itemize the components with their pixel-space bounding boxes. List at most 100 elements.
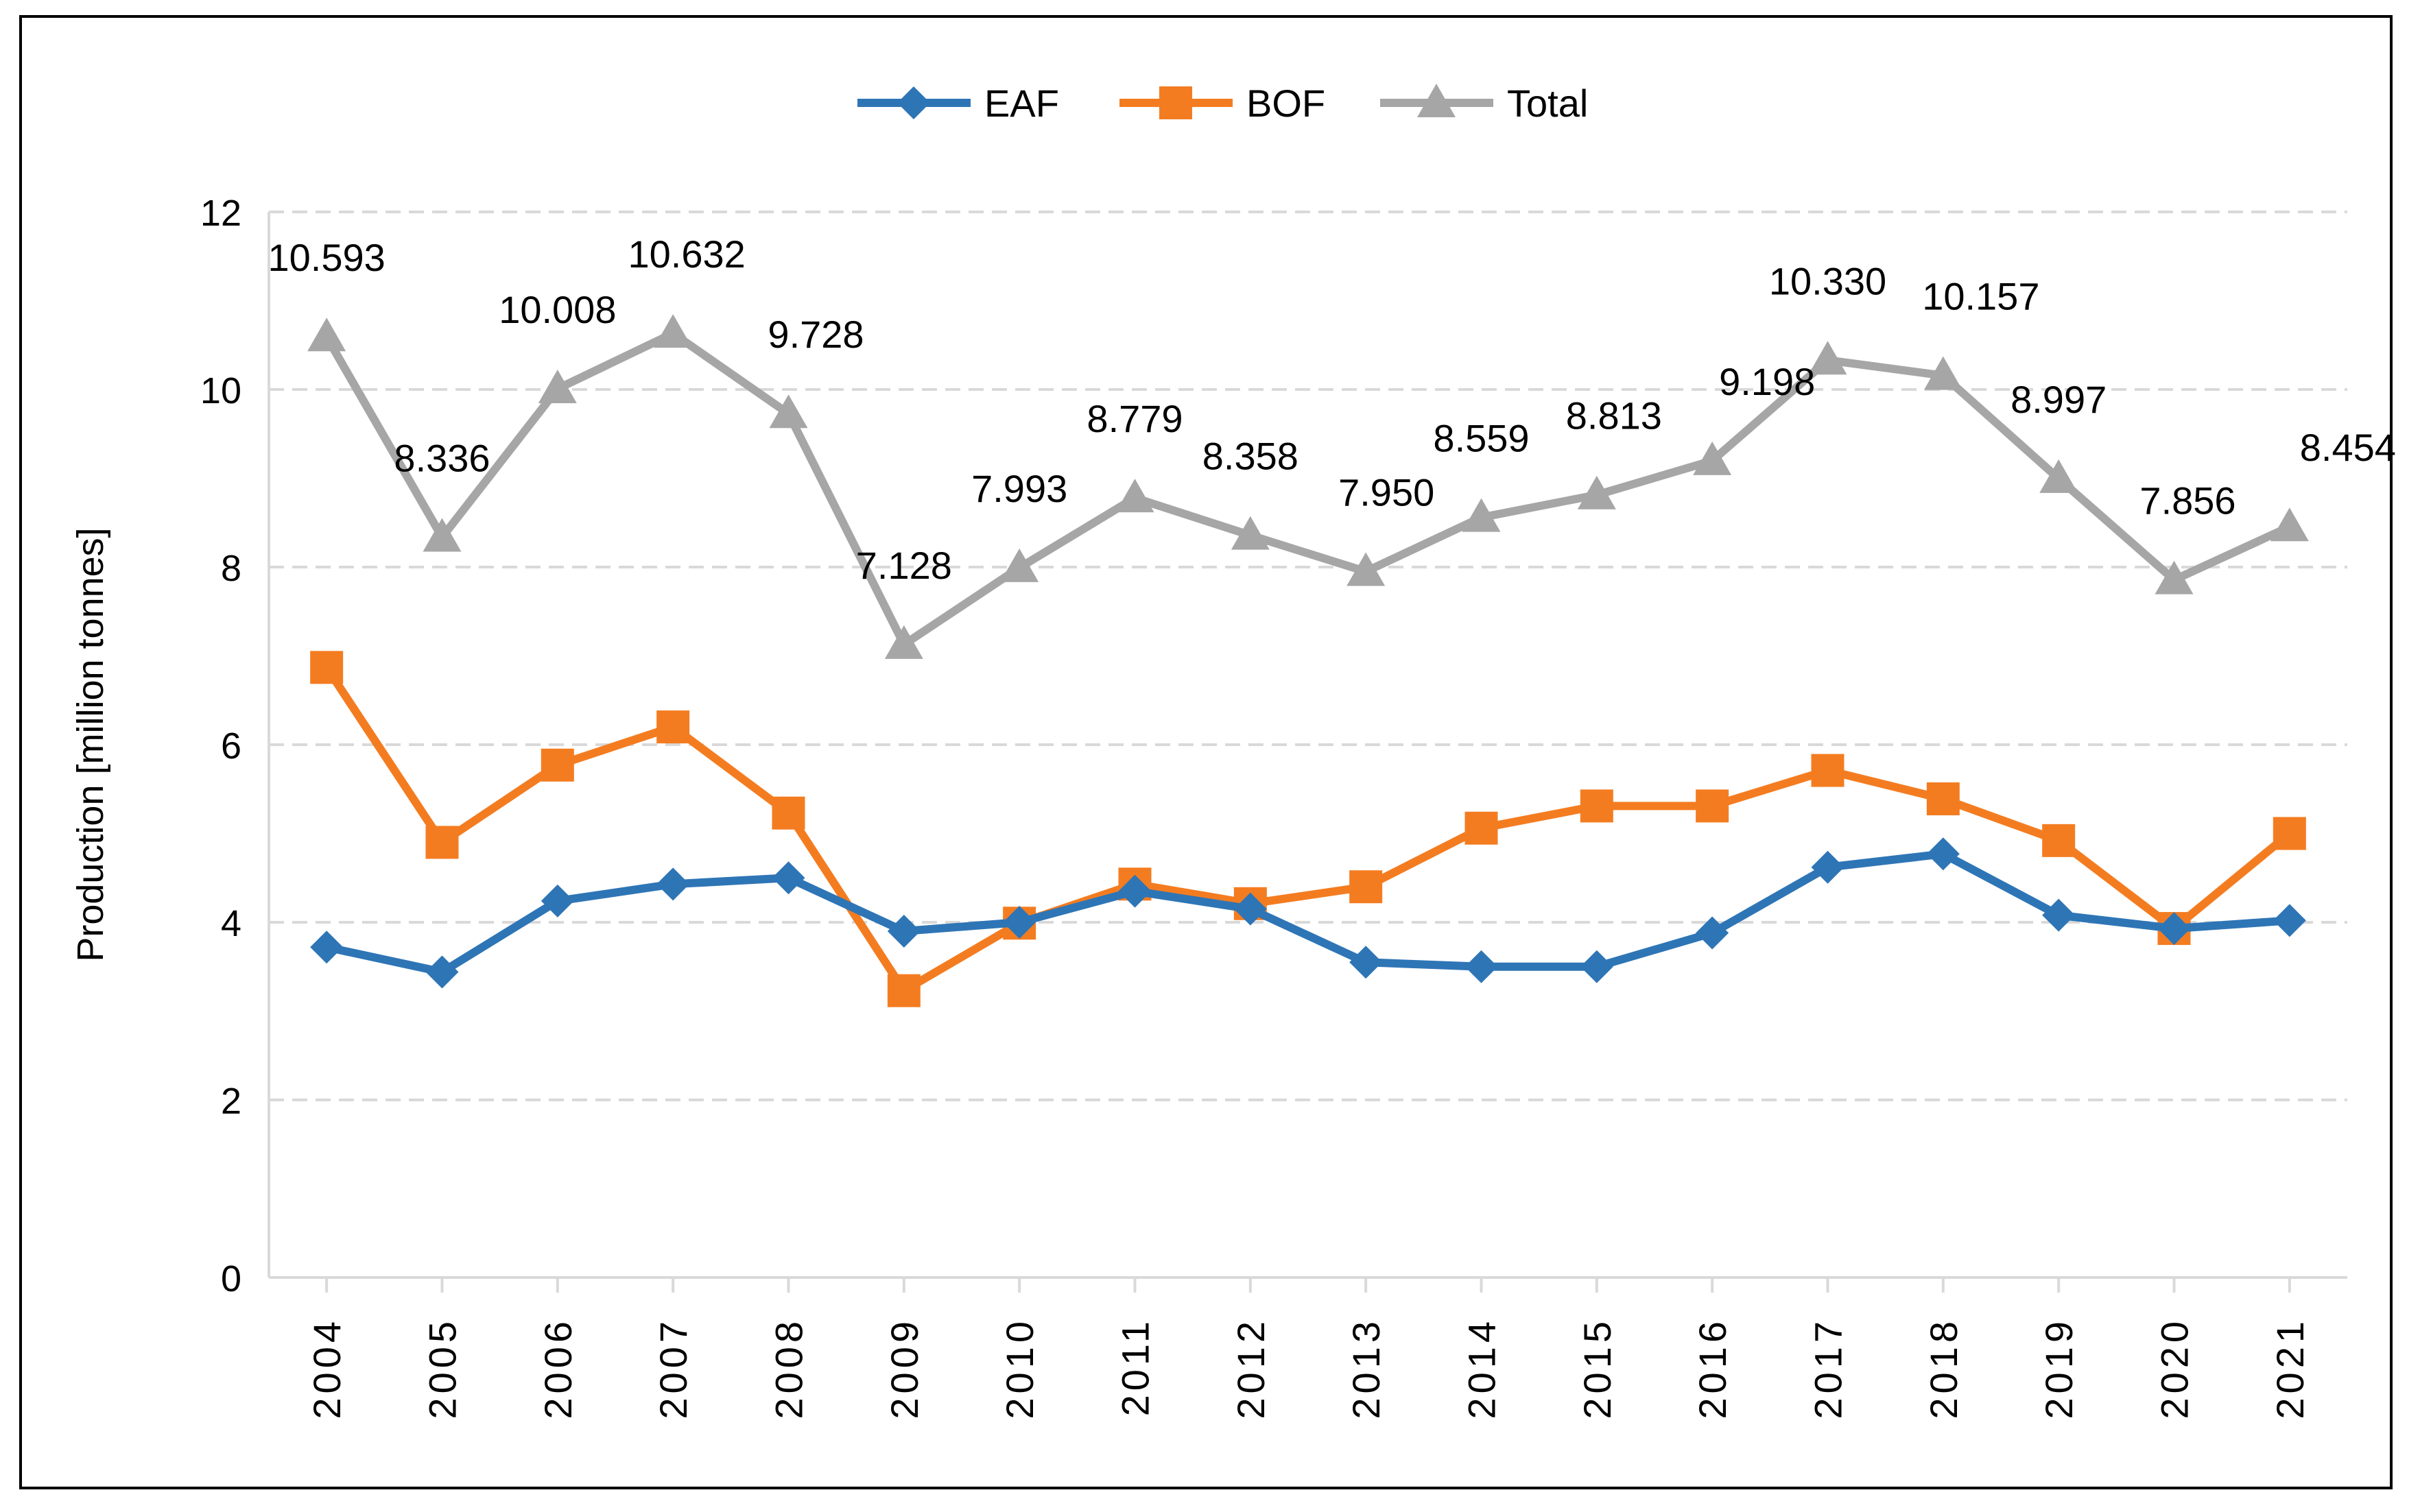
legend-marker-bof bbox=[1159, 86, 1192, 119]
x-tick-label: 2004 bbox=[305, 1317, 348, 1419]
bof-point bbox=[541, 748, 574, 782]
bof-line bbox=[322, 663, 2294, 995]
legend-marker-eaf bbox=[897, 86, 930, 119]
legend-label-bof: BOF bbox=[1246, 82, 1325, 125]
eaf-point bbox=[2157, 912, 2191, 946]
total-data-label: 10.008 bbox=[499, 288, 616, 331]
total-data-label: 10.157 bbox=[1922, 275, 2039, 318]
x-tick-label: 2005 bbox=[421, 1317, 464, 1419]
x-tick-label: 2016 bbox=[1691, 1317, 1734, 1419]
x-tick-label: 2015 bbox=[1576, 1317, 1619, 1419]
total-data-label: 7.950 bbox=[1338, 470, 1434, 514]
eaf-point bbox=[656, 867, 690, 901]
bof-point bbox=[887, 974, 921, 1007]
legend-item-total: Total bbox=[1380, 82, 1588, 125]
total-data-label: 8.997 bbox=[2010, 378, 2107, 421]
series-total bbox=[307, 314, 2309, 659]
data-labels: 10.593 8.336 10.008 10.632 9.728 7.128 7.993 8.… bbox=[268, 232, 2395, 587]
y-tick-label: 2 bbox=[221, 1081, 241, 1122]
eaf-point bbox=[1580, 950, 1613, 983]
x-tick-label: 2012 bbox=[1229, 1317, 1272, 1419]
x-tick-label: 2010 bbox=[998, 1317, 1041, 1419]
eaf-point bbox=[1926, 837, 1960, 871]
y-tick-label: 8 bbox=[221, 548, 241, 589]
x-tick-label: 2011 bbox=[1114, 1317, 1157, 1416]
total-data-label: 8.559 bbox=[1433, 417, 1529, 460]
total-point bbox=[1693, 441, 1732, 475]
legend-item-eaf: EAF bbox=[857, 82, 1059, 125]
legend-label-eaf: EAF bbox=[984, 82, 1059, 125]
total-data-label: 8.813 bbox=[1566, 394, 1662, 437]
x-tick-label: 2019 bbox=[2037, 1317, 2080, 1419]
bof-point bbox=[1926, 782, 1960, 815]
eaf-point bbox=[1696, 916, 1729, 950]
y-tick-labels: 0 2 4 6 8 10 12 bbox=[200, 193, 241, 1299]
eaf-point bbox=[1811, 850, 1844, 884]
y-tick-label: 6 bbox=[221, 725, 241, 767]
total-point bbox=[1231, 516, 1270, 550]
legend-label-total: Total bbox=[1507, 82, 1588, 125]
total-data-label: 8.454 bbox=[2300, 426, 2395, 469]
x-tick-label: 2009 bbox=[883, 1317, 926, 1419]
eaf-point bbox=[1233, 892, 1267, 926]
total-line bbox=[322, 329, 2294, 649]
eaf-point bbox=[2273, 904, 2306, 937]
total-point bbox=[423, 518, 462, 552]
eaf-point bbox=[887, 914, 921, 948]
total-point bbox=[884, 625, 923, 659]
bof-point bbox=[2273, 817, 2306, 850]
x-tick-label: 2014 bbox=[1460, 1317, 1504, 1419]
total-data-label: 7.856 bbox=[2139, 479, 2235, 523]
total-point bbox=[2039, 459, 2078, 493]
total-data-label: 8.336 bbox=[394, 436, 490, 479]
bof-point bbox=[425, 826, 459, 859]
total-point bbox=[2270, 507, 2309, 542]
y-tick-label: 12 bbox=[200, 193, 241, 234]
total-data-label: 9.198 bbox=[1719, 360, 1815, 403]
eaf-point bbox=[310, 931, 344, 964]
eaf-point bbox=[2042, 898, 2076, 932]
bof-point bbox=[1349, 870, 1383, 904]
eaf-point bbox=[1003, 906, 1036, 939]
total-point bbox=[1808, 341, 1847, 375]
bof-point bbox=[2042, 824, 2076, 857]
total-data-label: 10.330 bbox=[1769, 259, 1886, 302]
x-tick-label: 2006 bbox=[536, 1317, 580, 1419]
total-point bbox=[1347, 552, 1386, 586]
gridlines bbox=[269, 211, 2347, 1101]
total-data-label: 7.128 bbox=[856, 544, 952, 587]
bof-point bbox=[310, 651, 344, 684]
y-tick-label: 0 bbox=[221, 1258, 241, 1299]
total-point bbox=[307, 317, 346, 352]
legend: EAF BOF Total bbox=[857, 82, 1588, 125]
bof-point bbox=[1580, 789, 1613, 823]
total-data-label: 10.593 bbox=[268, 236, 385, 279]
total-point bbox=[654, 314, 693, 348]
total-data-label: 8.779 bbox=[1087, 397, 1183, 440]
total-point bbox=[1000, 548, 1039, 582]
axes bbox=[268, 212, 2347, 1293]
series-bof bbox=[310, 651, 2306, 1007]
total-data-label: 10.632 bbox=[628, 232, 746, 276]
x-tick-label: 2017 bbox=[1807, 1317, 1850, 1419]
x-tick-label: 2013 bbox=[1344, 1317, 1388, 1419]
total-point bbox=[1577, 475, 1616, 509]
x-tick-label: 2020 bbox=[2153, 1317, 2196, 1419]
x-tick-label: 2021 bbox=[2268, 1317, 2312, 1419]
bof-point bbox=[1811, 754, 1844, 787]
total-point bbox=[1923, 356, 1962, 390]
total-data-label: 7.993 bbox=[971, 467, 1067, 510]
bof-point bbox=[656, 710, 690, 744]
eaf-point bbox=[1349, 946, 1383, 979]
eaf-point bbox=[1464, 950, 1498, 983]
legend-marker-total bbox=[1417, 84, 1456, 117]
total-point bbox=[1462, 498, 1501, 532]
legend-item-bof: BOF bbox=[1119, 82, 1325, 125]
y-tick-label: 4 bbox=[221, 903, 241, 944]
eaf-point bbox=[772, 861, 805, 895]
y-tick-label: 10 bbox=[200, 370, 241, 411]
total-point bbox=[769, 394, 808, 429]
x-tick-label: 2007 bbox=[652, 1317, 695, 1419]
bof-point bbox=[1696, 789, 1729, 823]
